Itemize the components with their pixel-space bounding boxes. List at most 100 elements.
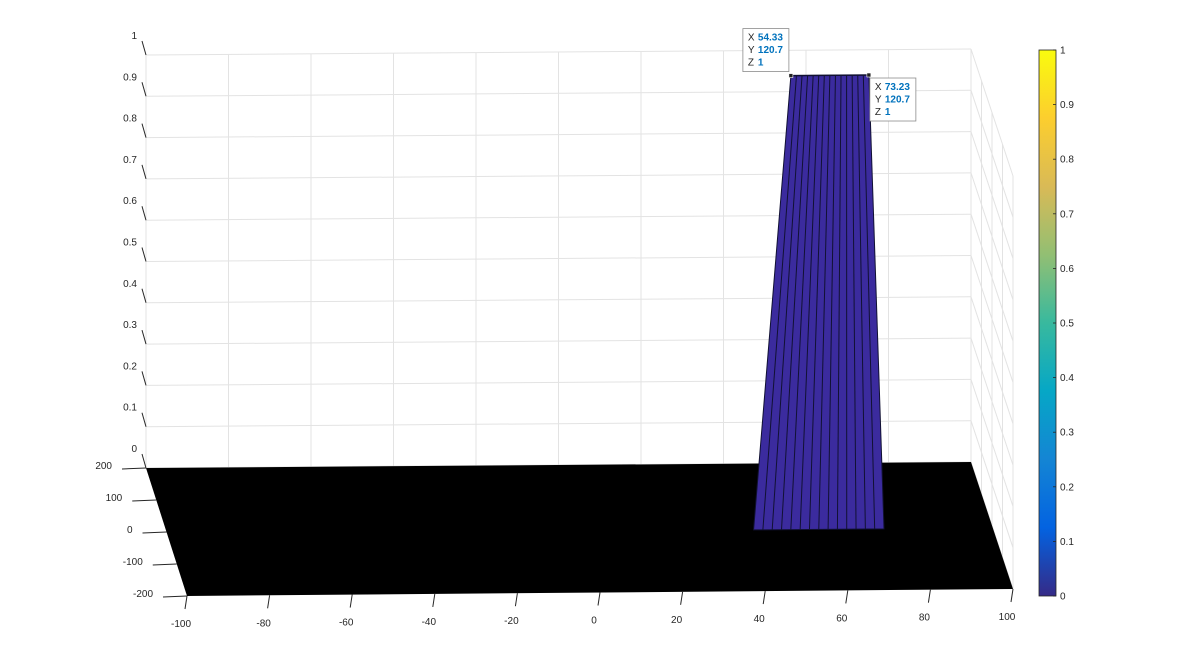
x-tick-label: 20 [671, 615, 683, 626]
colorbar-tick-label: 0.2 [1060, 482, 1074, 493]
colorbar-tick-label: 0.9 [1060, 100, 1074, 111]
x-tick-mark [349, 594, 353, 608]
z-tick-mark [141, 288, 147, 303]
x-tick-mark [597, 592, 601, 606]
surface-mesh-line [836, 75, 842, 530]
datatip-marker [788, 73, 794, 78]
x-axis: -100 -80 -60 -40 -20 0 20 40 60 80 100 [171, 588, 1016, 630]
side-grid [970, 48, 1014, 590]
datatip-field-value: 1 [885, 107, 891, 118]
datatip-field-value: 73.23 [885, 82, 910, 93]
z-tick-mark [141, 123, 147, 138]
datatip-field-value: 1 [758, 58, 764, 69]
z-tick-label: 0.4 [123, 279, 137, 290]
surface-mesh-line [818, 75, 831, 530]
datatip-box [869, 77, 917, 122]
x-tick-label: -60 [339, 618, 354, 629]
datatip-field-value: 54.33 [758, 33, 783, 44]
colorbar: 0 0.1 0.2 0.3 0.4 0.5 0.6 0.7 0.8 0.9 1 [1038, 46, 1074, 603]
x-tick-mark [267, 595, 271, 609]
y-tick-mark [142, 531, 167, 534]
z-tick-label: 0.2 [123, 361, 137, 372]
y-tick-label: 0 [127, 525, 133, 536]
y-tick-label: 100 [106, 493, 123, 504]
z-tick-mark [141, 206, 147, 221]
x-tick-mark [432, 593, 436, 607]
colorbar-tick-label: 0.7 [1060, 209, 1074, 220]
x-tick-label: -80 [256, 618, 271, 629]
colorbar-tick-label: 0.1 [1060, 537, 1074, 548]
surface-mesh-line [790, 75, 814, 530]
z-tick-mark [141, 164, 147, 180]
datatip-field-label: Z [748, 58, 754, 69]
y-tick-mark [121, 467, 147, 470]
y-tick-mark [152, 563, 177, 566]
datatip-field-label: X [875, 82, 882, 93]
y-tick-mark [162, 595, 188, 598]
y-tick-label: -200 [133, 589, 153, 600]
datatip-field-label: Y [875, 95, 882, 106]
x-tick-label: 60 [836, 613, 848, 624]
x-tick-label: -20 [504, 616, 519, 627]
colorbar-tick-label: 0.6 [1060, 264, 1074, 275]
z-tick-mark [141, 453, 147, 469]
x-tick-mark [927, 589, 931, 603]
surface-mesh-line [771, 75, 803, 530]
z-tick-label: 0.3 [123, 320, 137, 331]
x-tick-mark [845, 590, 849, 604]
colorbar-tick-label: 0.4 [1060, 373, 1074, 384]
x-tick-label: 100 [999, 612, 1016, 623]
colorbar-tick-label: 0.8 [1060, 155, 1074, 166]
x-tick-mark [762, 591, 766, 605]
z-tick-label: 0.8 [123, 114, 137, 125]
y-axis: -200 -100 0 100 200 [95, 461, 188, 600]
datatip-marker [866, 72, 872, 78]
datatip: X 73.23Y 120.7 Z 1 [866, 72, 917, 122]
z-tick-mark [141, 82, 147, 97]
colorbar-tick-label: 0 [1060, 592, 1066, 603]
surface-mesh-line [808, 75, 825, 530]
surface-mesh-line [827, 75, 836, 530]
surface-block-top-edge [790, 74, 869, 77]
surface-mesh-line [857, 75, 866, 530]
x-tick-label: -40 [422, 617, 437, 628]
x-tick-label: 40 [754, 614, 766, 625]
y-tick-label: 200 [95, 461, 112, 472]
z-tick-mark [141, 40, 147, 56]
datatips: X 54.33Y 120.7Z 1X 73.23Y 120.7Z 1 [742, 28, 917, 122]
colorbar-tick-label: 0.5 [1060, 319, 1074, 330]
surface-mesh-line [781, 75, 809, 530]
z-tick-label: 0.7 [123, 155, 137, 166]
y-tick-label: -100 [123, 557, 143, 568]
surface-mesh-line [762, 75, 797, 530]
surface-mesh-line [799, 75, 820, 530]
datatip: X 54.33Y 120.7 Z 1 [742, 28, 794, 78]
z-tick-label: 0.9 [123, 72, 137, 83]
datatip-field-label: X [748, 33, 755, 44]
z-tick-label: 0 [131, 444, 137, 455]
z-tick-label: 0.5 [123, 238, 137, 249]
datatip-field-value: 120.7 [885, 95, 910, 106]
z-tick-label: 1 [131, 31, 137, 42]
z-tick-label: 0.1 [123, 403, 137, 414]
x-tick-mark [184, 595, 188, 610]
datatip-box [742, 28, 790, 72]
colorbar-tick-label: 0.3 [1060, 428, 1074, 439]
x-tick-label: 80 [919, 613, 931, 624]
colorbar-tick-label: 1 [1060, 46, 1066, 57]
surface-mesh-line [862, 75, 876, 529]
datatip-field-label: Z [875, 107, 881, 118]
back-grid-hline [145, 48, 972, 56]
z-tick-mark [141, 247, 147, 262]
datatip-field-value: 120.7 [758, 45, 783, 56]
x-tick-mark [514, 593, 518, 607]
surface-block [753, 74, 885, 531]
z-tick-mark [141, 371, 147, 386]
y-tick-mark [132, 499, 157, 502]
z-tick-mark [141, 412, 147, 427]
z-tick-mark [141, 329, 147, 345]
surface-mesh-line [851, 75, 857, 530]
x-tick-label: 0 [591, 616, 597, 627]
datatip-field-label: Y [748, 45, 755, 56]
